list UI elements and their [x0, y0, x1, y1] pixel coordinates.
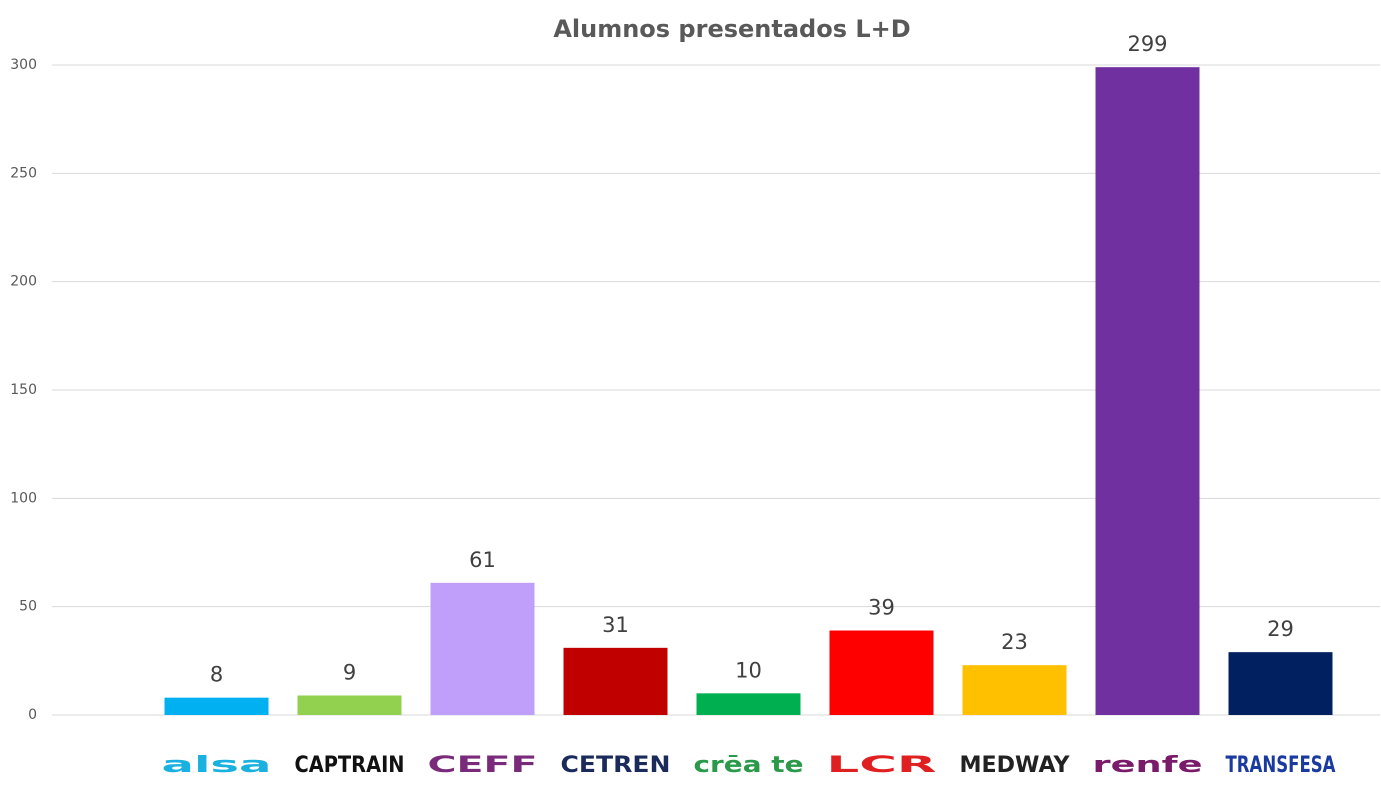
category-label: alsa — [162, 753, 272, 778]
y-tick-label: 0 — [28, 707, 37, 723]
y-tick-label: 150 — [10, 382, 37, 398]
value-label: 9 — [343, 661, 356, 685]
bar — [1095, 67, 1200, 715]
bar — [829, 630, 934, 715]
chart-title: Alumnos presentados L+D — [553, 15, 910, 43]
value-label: 61 — [469, 548, 496, 572]
category-label: TRANSFESA — [1226, 753, 1336, 778]
bar — [696, 693, 801, 715]
value-label: 31 — [602, 613, 629, 637]
category-label: crēa te — [694, 753, 804, 778]
y-tick-label: 200 — [10, 274, 37, 290]
bar — [430, 582, 535, 715]
y-tick-label: 300 — [10, 57, 37, 73]
value-label: 8 — [210, 663, 223, 687]
bar — [164, 697, 269, 715]
value-label: 299 — [1127, 32, 1167, 56]
value-label: 39 — [868, 596, 895, 620]
bar — [962, 665, 1067, 715]
category-label: MEDWAY — [960, 753, 1071, 778]
category-label: CEFF — [428, 753, 538, 778]
value-label: 29 — [1267, 617, 1294, 641]
bar — [1228, 652, 1333, 715]
value-label: 23 — [1001, 630, 1028, 654]
bar — [563, 647, 668, 715]
y-tick-label: 250 — [10, 165, 37, 181]
value-label: 10 — [735, 658, 762, 682]
y-tick-label: 100 — [10, 490, 37, 506]
category-label: renfe — [1093, 753, 1203, 778]
category-label: CETREN — [561, 753, 671, 778]
category-label: CAPTRAIN — [295, 753, 405, 778]
bar — [297, 695, 402, 715]
y-tick-label: 50 — [19, 599, 37, 615]
category-label: LCR — [827, 753, 937, 778]
